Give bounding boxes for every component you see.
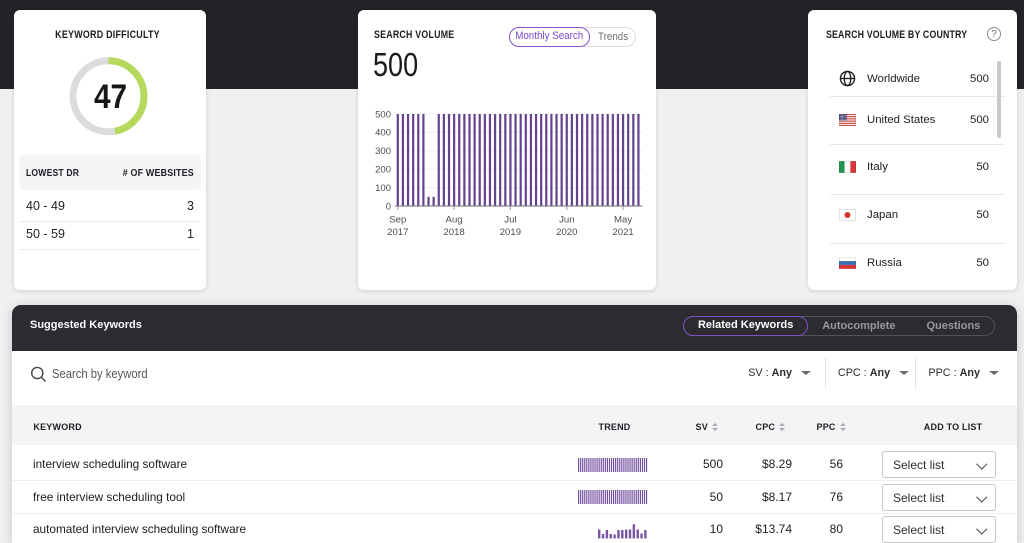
svg-text:Jun: Jun: [559, 215, 574, 226]
svg-text:100: 100: [375, 183, 391, 194]
svg-text:300: 300: [375, 146, 391, 157]
svg-text:Jul: Jul: [504, 215, 516, 226]
svg-text:2019: 2019: [500, 227, 521, 238]
svg-text:2018: 2018: [443, 227, 464, 238]
svg-text:2017: 2017: [387, 227, 408, 238]
svg-text:400: 400: [375, 128, 391, 139]
svg-text:2020: 2020: [556, 227, 577, 238]
svg-text:2021: 2021: [612, 227, 633, 238]
svg-text:500: 500: [375, 109, 391, 120]
svg-text:Sep: Sep: [389, 215, 406, 226]
svg-text:May: May: [614, 215, 632, 226]
svg-text:Aug: Aug: [446, 215, 463, 226]
svg-text:0: 0: [386, 201, 391, 212]
svg-text:200: 200: [375, 165, 391, 176]
